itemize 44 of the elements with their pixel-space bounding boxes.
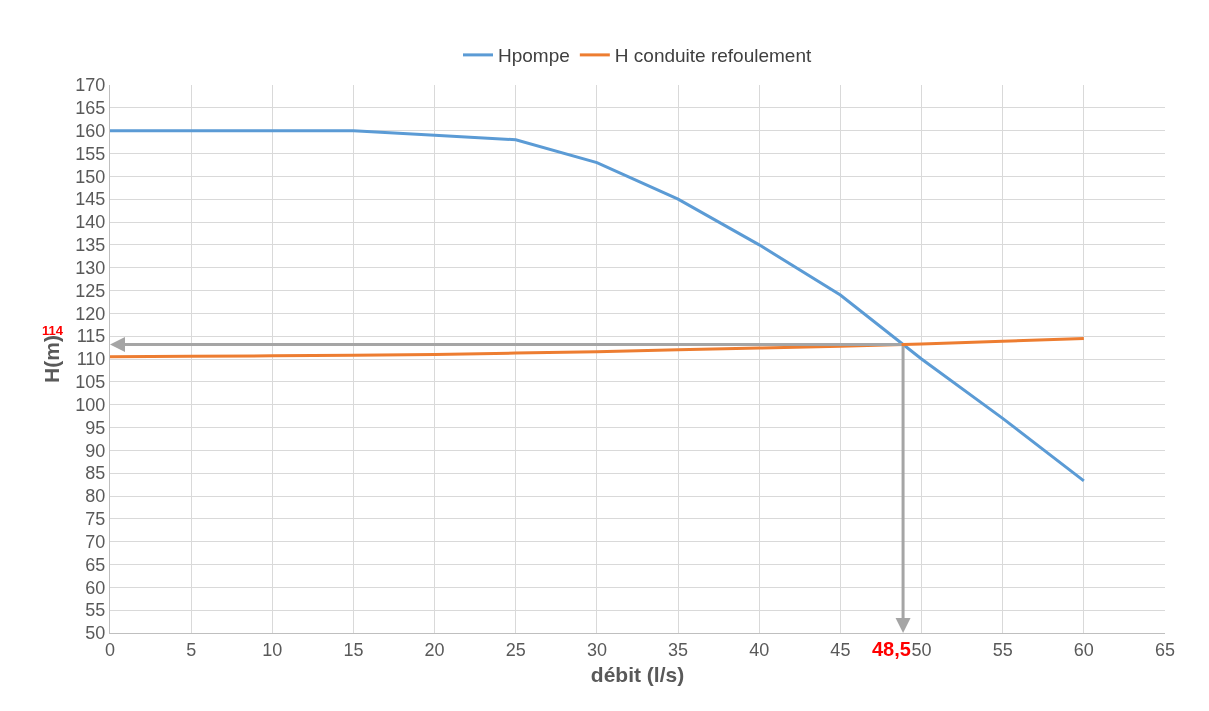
y-tick-label: 100 — [75, 394, 106, 415]
x-tick-label: 5 — [186, 639, 197, 660]
x-tick-label: 25 — [505, 639, 526, 660]
y-tick-label: 140 — [75, 212, 106, 233]
x-tick-label: 15 — [343, 639, 364, 660]
y-tick-label: 135 — [75, 235, 106, 256]
text: 48,5 — [872, 638, 911, 660]
x-tick-label: 65 — [1154, 639, 1176, 660]
x-tick-label: 40 — [749, 639, 770, 660]
y-tick-label: 150 — [75, 166, 106, 187]
x-tick-label: 10 — [262, 639, 283, 660]
y-tick-label: 120 — [75, 303, 106, 324]
x-tick-label: 45 — [830, 639, 851, 660]
x-tick-label: 30 — [586, 639, 607, 660]
y-tick-label: 115 — [76, 326, 106, 347]
y-tick-label: 105 — [75, 372, 106, 393]
x-axis-title: débit (l/s) — [590, 662, 685, 686]
y-tick-label: 125 — [75, 280, 106, 301]
y-tick-label: 85 — [85, 463, 106, 484]
y-tick-label: 50 — [85, 623, 106, 644]
y-tick-label: 70 — [85, 531, 106, 552]
y-tick-label: 95 — [85, 417, 106, 438]
legend-label: H conduite refoulement — [614, 45, 812, 67]
x-tick-label: 60 — [1073, 639, 1094, 660]
y-tick-label: 65 — [85, 554, 106, 575]
y-tick-label: 110 — [76, 349, 106, 370]
y-tick-label: 155 — [75, 143, 106, 164]
y-tick-label: 75 — [85, 509, 106, 530]
y-tick-label: 165 — [75, 98, 106, 119]
x-tick-label: 20 — [424, 639, 445, 660]
x-tick-label: 35 — [668, 639, 689, 660]
y-tick-label: 80 — [85, 486, 106, 507]
legend-label: Hpompe — [498, 45, 570, 67]
x-tick-label: 55 — [992, 639, 1013, 660]
y-tick-label: 60 — [85, 577, 106, 598]
x-tick-label: 0 — [104, 639, 116, 660]
y-axis-title: H(m) — [39, 335, 63, 383]
y-tick-label: 160 — [75, 120, 106, 141]
y-tick-label: 55 — [85, 600, 106, 621]
x-tick-label: 50 — [911, 639, 932, 660]
y-tick-label: 145 — [75, 189, 106, 210]
y-tick-label: 170 — [75, 75, 106, 96]
y-tick-label: 90 — [85, 440, 106, 461]
y-tick-label: 130 — [75, 257, 106, 278]
